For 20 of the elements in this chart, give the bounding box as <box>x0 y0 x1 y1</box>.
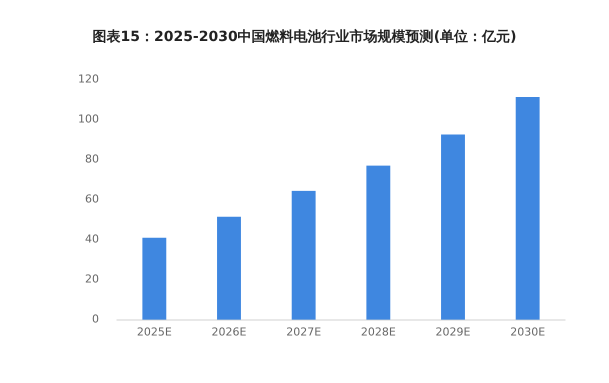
y-tick-label: 80 <box>84 152 99 166</box>
x-tick-label: 2028E <box>360 325 396 338</box>
x-tick-label: 2025E <box>136 325 172 338</box>
y-tick-label: 40 <box>84 232 99 246</box>
y-tick-label: 0 <box>92 312 99 326</box>
chart-title: 图表15：2025-2030中国燃料电池行业市场规模预测(单位：亿元) <box>91 28 518 46</box>
x-tick-label: 2030E <box>510 325 546 338</box>
bar <box>292 190 316 320</box>
x-tick-label: 2026E <box>212 325 247 338</box>
x-tick-label: 2029E <box>436 325 471 338</box>
y-tick-label: 60 <box>84 192 99 206</box>
bar <box>441 134 465 320</box>
bar <box>217 216 241 320</box>
x-tick-label: 2027E <box>286 325 322 338</box>
bar <box>516 97 540 320</box>
bar <box>366 166 390 320</box>
y-tick-label: 100 <box>78 112 99 126</box>
y-tick-label: 20 <box>84 272 99 286</box>
y-tick-label: 120 <box>78 72 99 86</box>
bar <box>142 238 166 320</box>
